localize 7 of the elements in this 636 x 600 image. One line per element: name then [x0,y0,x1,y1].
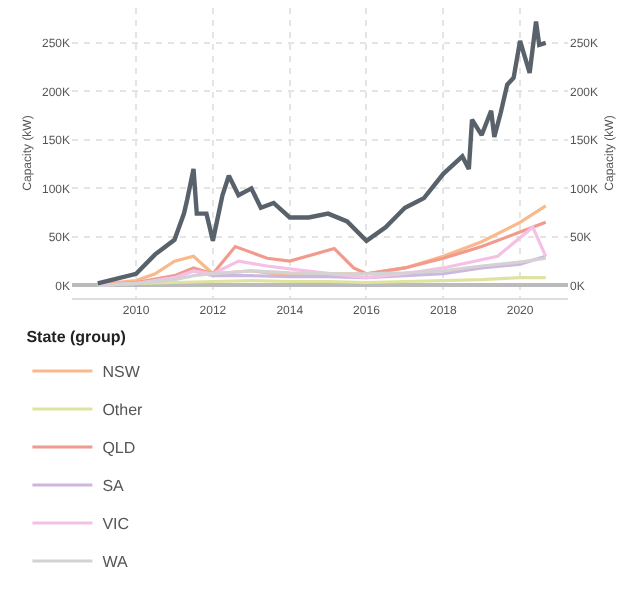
legend-label: VIC [102,515,130,534]
legend-label: SA [102,477,126,496]
legend-label: QLD [102,439,136,458]
legend-label: WA [102,553,129,572]
legend-label: Other [102,401,144,420]
legend-label: NSW [102,363,141,382]
legend-title: State (group) [26,328,127,346]
